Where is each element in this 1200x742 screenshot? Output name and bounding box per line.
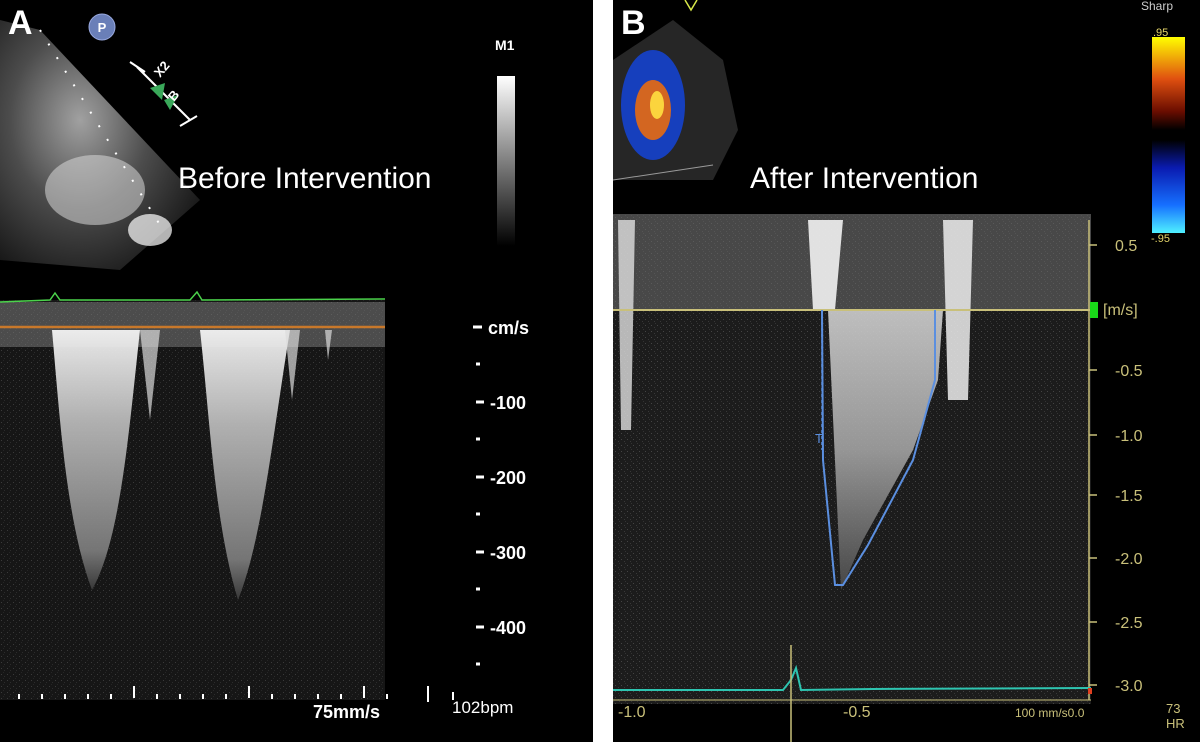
time-tick [225, 694, 227, 699]
heart-rate-label: 102bpm [452, 698, 513, 717]
time-tick [363, 686, 365, 698]
time-tick [294, 694, 296, 699]
velocity-color-scale: Sharp .95 -.95 [1141, 0, 1185, 245]
scale-max-label: .95 [1153, 27, 1168, 39]
panel-label-b: B [621, 4, 646, 42]
velocity-tick-label: -2.0 [1115, 551, 1143, 568]
cursor-label-x2: X2 [151, 58, 173, 80]
mode-label: M1 [495, 37, 515, 53]
heart-rate-value: 73 [1166, 701, 1180, 716]
doppler-spectrum-b [618, 220, 973, 590]
probe-badge: P [88, 13, 116, 41]
time-tick [64, 694, 66, 699]
velocity-tick-label: -1.0 [1115, 428, 1143, 445]
doppler-cursor-marker: X2 B [129, 58, 198, 127]
doppler-panel-a-graphic: P X2 B cm/s [0, 13, 529, 722]
velocity-time-integral-trace [821, 309, 936, 586]
velocity-axis-a: cm/s -100 -200 -300 -400 [473, 318, 529, 666]
panel-before-intervention: P X2 B cm/s [0, 0, 593, 742]
sweep-speed-end-label: 100 mm/s0.0 [1015, 706, 1085, 720]
probe-badge-label: P [98, 20, 107, 35]
color-doppler-sector [613, 0, 738, 181]
ecg-trace-a [0, 290, 386, 303]
time-axis-a [18, 686, 388, 699]
velocity-tick-label: -1.5 [1115, 488, 1143, 505]
ecg-trace-b [613, 664, 1092, 692]
velocity-tick-label: -3.0 [1115, 678, 1143, 695]
scale-min-label: -.95 [1151, 233, 1170, 245]
time-tick [248, 686, 250, 698]
time-tick [179, 694, 181, 699]
time-tick [133, 686, 135, 698]
velocity-tick-label: -100 [490, 393, 526, 413]
time-tick [271, 694, 273, 699]
time-tick [87, 694, 89, 699]
heart-rate-unit: HR [1166, 716, 1185, 731]
echo-2d-image [0, 20, 200, 270]
time-tick [317, 694, 319, 699]
velocity-unit-label: cm/s [488, 318, 529, 338]
caption-before-intervention: Before Intervention [178, 162, 432, 195]
time-tick [110, 694, 112, 699]
velocity-tick-label: 0.5 [1115, 238, 1137, 255]
velocity-unit-label-b: [m/s] [1103, 302, 1138, 319]
sharp-label: Sharp [1141, 0, 1173, 13]
velocity-tick-label: -2.5 [1115, 615, 1143, 632]
velocity-tick-label: -300 [490, 543, 526, 563]
time-tick [202, 694, 204, 699]
time-tick [156, 694, 158, 699]
velocity-tick-label: -0.5 [1115, 363, 1143, 380]
time-tick [41, 694, 43, 699]
doppler-panel-b-graphic: Sharp .95 -.95 T [m/s] 0.5 -0.5 -1.0 -1.5 -2… [613, 0, 1185, 742]
caption-after-intervention: After Intervention [750, 162, 979, 195]
sweep-speed-label: 75mm/s [313, 702, 380, 722]
grayscale-bar [497, 76, 515, 246]
time-tick-label: -1.0 [618, 704, 646, 721]
panel-after-intervention: Sharp .95 -.95 T [m/s] 0.5 -0.5 -1.0 -1.5 -2… [613, 0, 1200, 742]
time-tick-label: -0.5 [843, 704, 871, 721]
velocity-tick-label: -400 [490, 618, 526, 638]
velocity-axis-b: [m/s] 0.5 -0.5 -1.0 -1.5 -2.0 -2.5 -3.0 [1088, 220, 1143, 700]
time-tick [386, 694, 388, 699]
time-tick [340, 694, 342, 699]
velocity-tick-label: -200 [490, 468, 526, 488]
doppler-spectrum-a [52, 330, 332, 600]
trace-marker: T [815, 431, 823, 446]
time-tick [18, 694, 20, 699]
panel-label-a: A [8, 4, 33, 42]
